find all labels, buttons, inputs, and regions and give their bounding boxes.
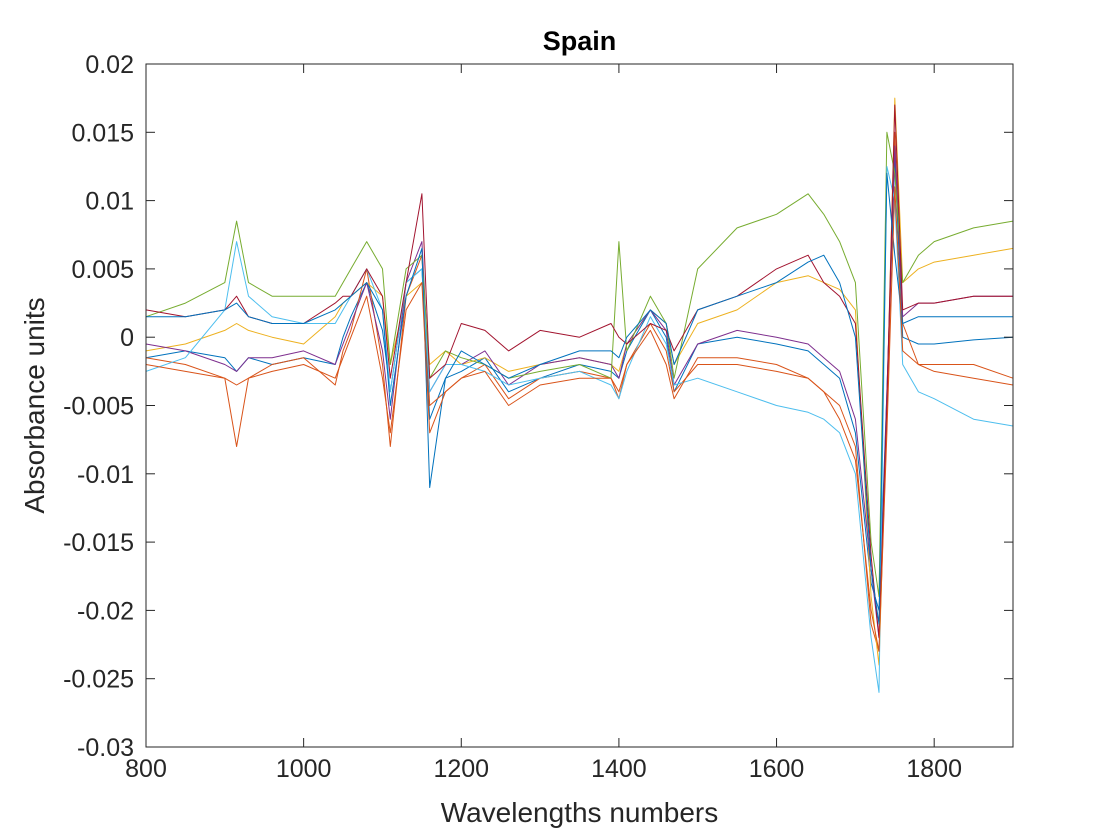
y-tick-label: 0.005	[71, 256, 134, 284]
x-tick-label: 1800	[906, 755, 962, 783]
y-tick-label: 0.01	[85, 188, 134, 216]
y-axis: -0.03 -0.025 -0.02 -0.015 -0.01 -0.005 0 0.005 0…	[63, 51, 1013, 762]
y-tick-label: 0.02	[85, 51, 134, 79]
x-tick-label: 1600	[749, 755, 805, 783]
y-tick-label: -0.025	[63, 666, 134, 694]
y-tick-label: 0	[120, 324, 134, 352]
chart-title: Spain	[543, 26, 617, 56]
y-axis-title: Absorbance units	[19, 297, 50, 513]
x-axis: 800 1000 1200 1400 1600 1800	[125, 64, 962, 783]
y-tick-label: -0.005	[63, 393, 134, 421]
y-tick-label: -0.015	[63, 529, 134, 557]
series-group	[145, 97, 1014, 693]
series-line-8	[146, 172, 1013, 625]
y-tick-label: -0.03	[77, 734, 134, 762]
x-axis-title: Wavelengths numbers	[441, 797, 719, 828]
x-tick-label: 1000	[276, 755, 332, 783]
x-tick-label: 1200	[433, 755, 489, 783]
series-line-9	[145, 186, 1014, 652]
y-tick-label: -0.02	[77, 597, 134, 625]
series-line-5	[145, 131, 1014, 598]
y-tick-label: -0.01	[77, 461, 134, 489]
x-tick-label: 800	[125, 755, 167, 783]
x-tick-label: 1400	[591, 755, 647, 783]
y-tick-label: 0.015	[71, 119, 134, 147]
series-line-7	[145, 104, 1013, 639]
